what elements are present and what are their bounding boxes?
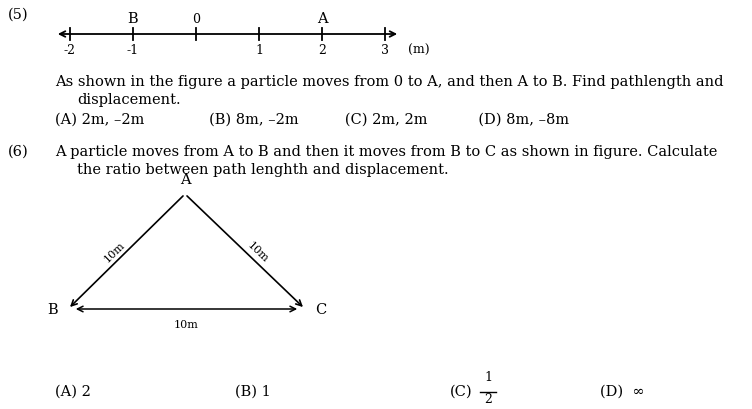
Text: 0: 0 — [192, 13, 200, 26]
Text: (5): (5) — [8, 8, 29, 22]
Text: (A) 2: (A) 2 — [55, 384, 91, 398]
Text: A particle moves from A to B and then it moves from B to C as shown in figure. C: A particle moves from A to B and then it… — [55, 145, 717, 159]
Text: 2: 2 — [318, 44, 326, 57]
Text: 10m: 10m — [174, 319, 199, 329]
Text: (m): (m) — [408, 44, 429, 57]
Text: A: A — [317, 12, 327, 26]
Text: C: C — [315, 302, 326, 316]
Text: 1: 1 — [484, 370, 492, 383]
Text: (B) 1: (B) 1 — [235, 384, 271, 398]
Text: 1: 1 — [255, 44, 263, 57]
Text: 2: 2 — [484, 392, 492, 405]
Text: (C): (C) — [450, 384, 472, 398]
Text: B: B — [47, 302, 58, 316]
Text: (D)  ∞: (D) ∞ — [600, 384, 644, 398]
Text: the ratio between path lenghth and displacement.: the ratio between path lenghth and displ… — [77, 163, 449, 177]
Text: 10m: 10m — [246, 240, 271, 264]
Text: (6): (6) — [8, 145, 29, 159]
Text: As shown in the figure a particle moves from 0 to A, and then A to B. Find pathl: As shown in the figure a particle moves … — [55, 75, 723, 89]
Text: -2: -2 — [64, 44, 76, 57]
Text: -1: -1 — [127, 44, 139, 57]
Text: B: B — [128, 12, 138, 26]
Text: displacement.: displacement. — [77, 93, 180, 107]
Text: 3: 3 — [381, 44, 389, 57]
Text: 10m: 10m — [102, 240, 127, 264]
Text: (A) 2m, –2m              (B) 8m, –2m          (C) 2m, 2m           (D) 8m, –8m: (A) 2m, –2m (B) 8m, –2m (C) 2m, 2m (D) 8… — [55, 113, 569, 127]
Text: A: A — [180, 173, 190, 187]
